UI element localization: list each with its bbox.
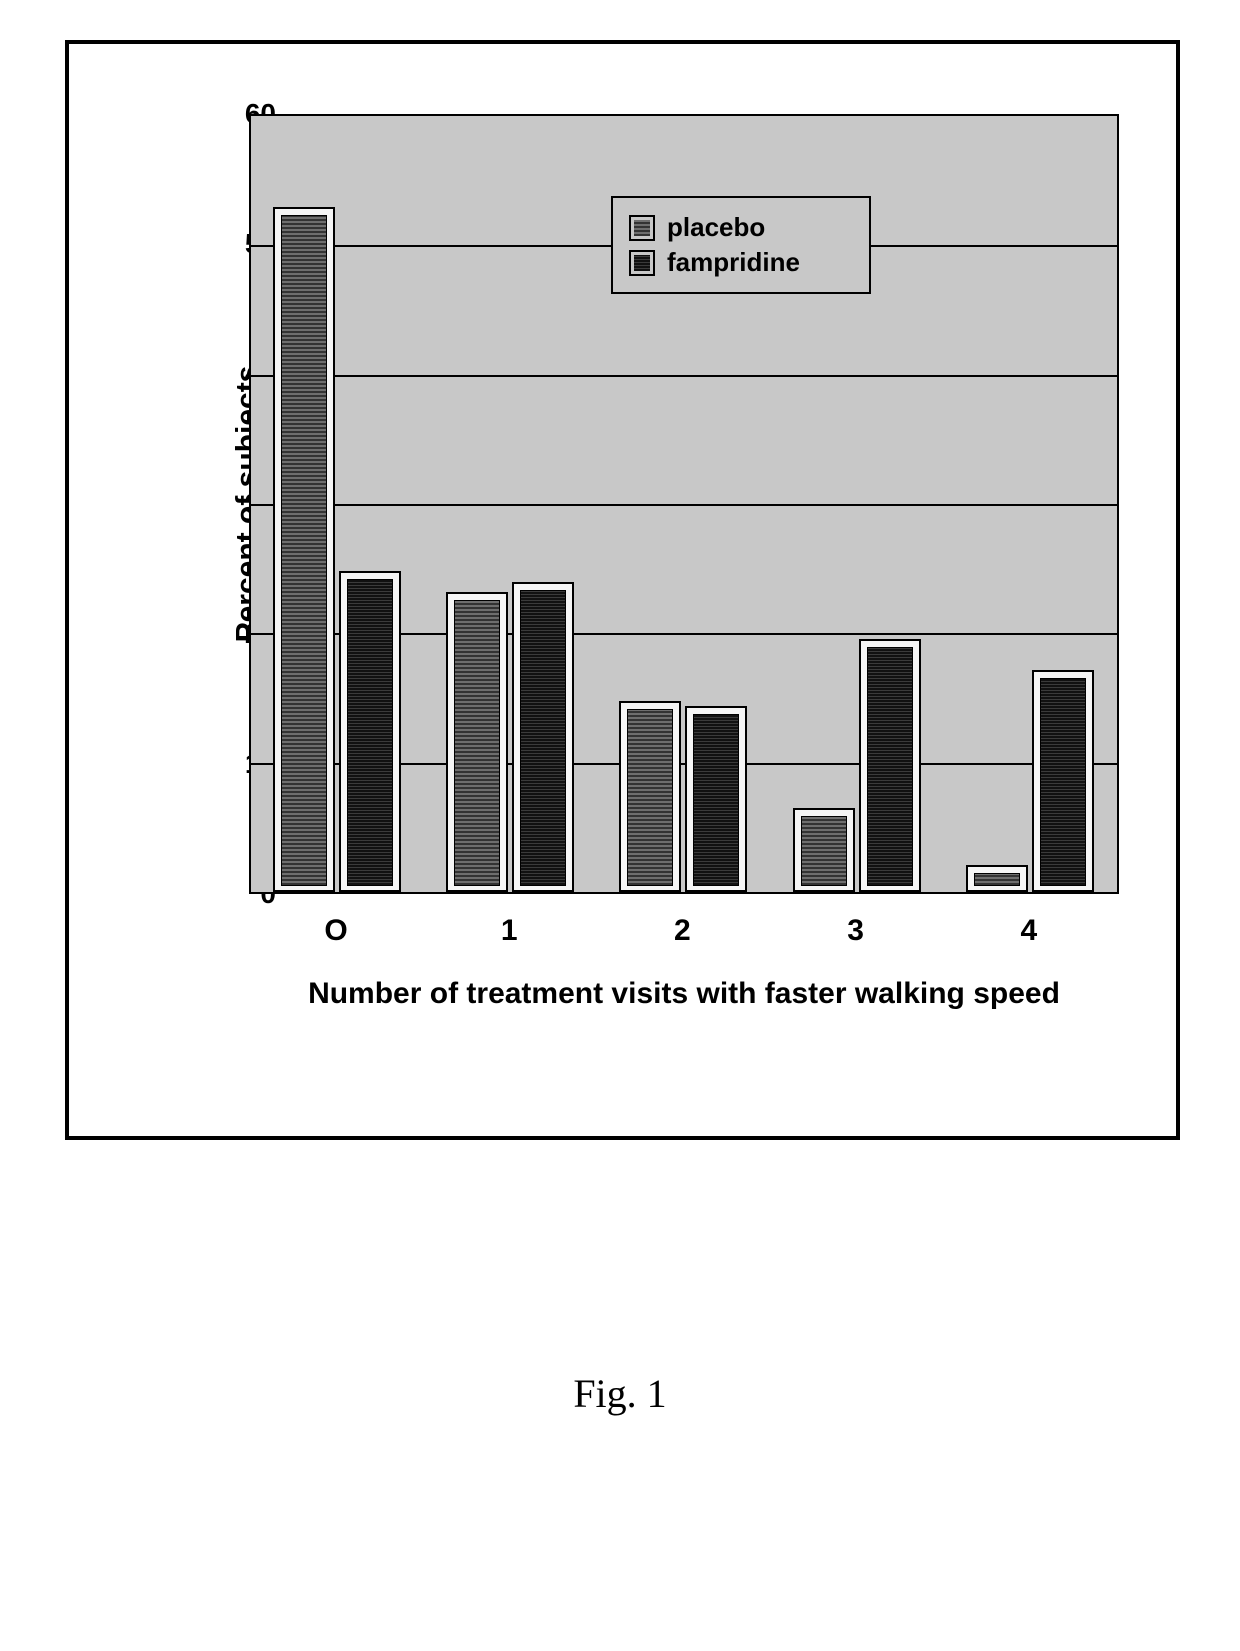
- legend-swatch-placebo: [629, 215, 655, 241]
- legend: placebo fampridine: [611, 196, 871, 294]
- x-tick-label: 3: [769, 914, 943, 948]
- x-axis-title: Number of treatment visits with faster w…: [249, 974, 1119, 1015]
- bar-placebo-fill: [454, 600, 500, 886]
- bar-fampridine-fill: [520, 590, 566, 886]
- x-tick-label: 1: [422, 914, 596, 948]
- bar-placebo-fill: [281, 215, 327, 887]
- bar-placebo-fill: [974, 873, 1020, 886]
- legend-item-fampridine: fampridine: [629, 247, 853, 278]
- gridline: [251, 504, 1117, 506]
- legend-item-placebo: placebo: [629, 212, 853, 243]
- plot-area: placebo fampridine: [249, 114, 1119, 894]
- bar-fampridine: [339, 571, 401, 892]
- bar-fampridine: [685, 706, 747, 892]
- bar-placebo-fill: [627, 709, 673, 886]
- gridline: [251, 375, 1117, 377]
- figure-caption: Fig. 1: [0, 1370, 1240, 1417]
- bar-placebo: [793, 808, 855, 892]
- x-tick-label: 2: [595, 914, 769, 948]
- legend-label: placebo: [667, 212, 765, 243]
- x-tick-label: 4: [942, 914, 1116, 948]
- bar-fampridine-fill: [867, 647, 913, 887]
- bar-fampridine-fill: [693, 714, 739, 886]
- legend-swatch-fill: [634, 220, 650, 236]
- bar-placebo: [966, 865, 1028, 892]
- bar-placebo: [619, 701, 681, 892]
- bar-placebo: [273, 207, 335, 893]
- bar-placebo-fill: [801, 816, 847, 886]
- x-tick-label: O: [249, 914, 423, 948]
- bar-fampridine: [1032, 670, 1094, 893]
- legend-swatch-fampridine: [629, 250, 655, 276]
- legend-label: fampridine: [667, 247, 800, 278]
- bar-fampridine: [512, 582, 574, 892]
- bar-fampridine-fill: [1040, 678, 1086, 887]
- page: Percent of subjects 60 50 40 30 20 10 0: [0, 0, 1240, 1651]
- bar-placebo: [446, 592, 508, 892]
- legend-swatch-fill: [634, 255, 650, 271]
- bar-fampridine-fill: [347, 579, 393, 886]
- bar-fampridine: [859, 639, 921, 893]
- chart-frame: Percent of subjects 60 50 40 30 20 10 0: [65, 40, 1180, 1140]
